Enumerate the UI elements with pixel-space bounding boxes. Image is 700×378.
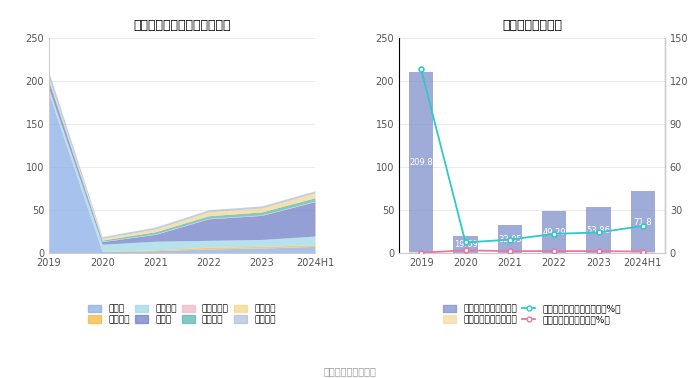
Text: 32.95: 32.95 [498, 235, 522, 243]
Bar [409, 73, 433, 253]
Text: 数据来源：恒生聚源: 数据来源：恒生聚源 [323, 366, 377, 376]
Bar [498, 225, 522, 253]
Legend: 存货账面价值（亿元）, 存货跌价准备（亿元）, 右轴：存货占净资产比例（%）, 右轴：存货计提比例（%）: 存货账面价值（亿元）, 存货跌价准备（亿元）, 右轴：存货占净资产比例（%）, … [440, 301, 624, 328]
Bar [631, 191, 655, 253]
Text: 209.8: 209.8 [410, 158, 433, 167]
Bar [587, 207, 610, 253]
Legend: 原材料, 开发成本, 库存商品, 在产品, 低值易耗品, 发出商品, 周转材料, 其他存货: 原材料, 开发成本, 库存商品, 在产品, 低值易耗品, 发出商品, 周转材料,… [85, 301, 279, 328]
Text: 53.86: 53.86 [587, 226, 610, 235]
Bar [454, 236, 477, 253]
Title: 历年存货变动情况: 历年存货变动情况 [502, 19, 562, 33]
Text: 19.69: 19.69 [454, 240, 477, 249]
Text: 71.8: 71.8 [634, 218, 652, 227]
Text: 49.29: 49.29 [542, 228, 566, 237]
Title: 近年存货变化堆积图（亿元）: 近年存货变化堆积图（亿元） [133, 19, 231, 33]
Bar [542, 211, 566, 253]
